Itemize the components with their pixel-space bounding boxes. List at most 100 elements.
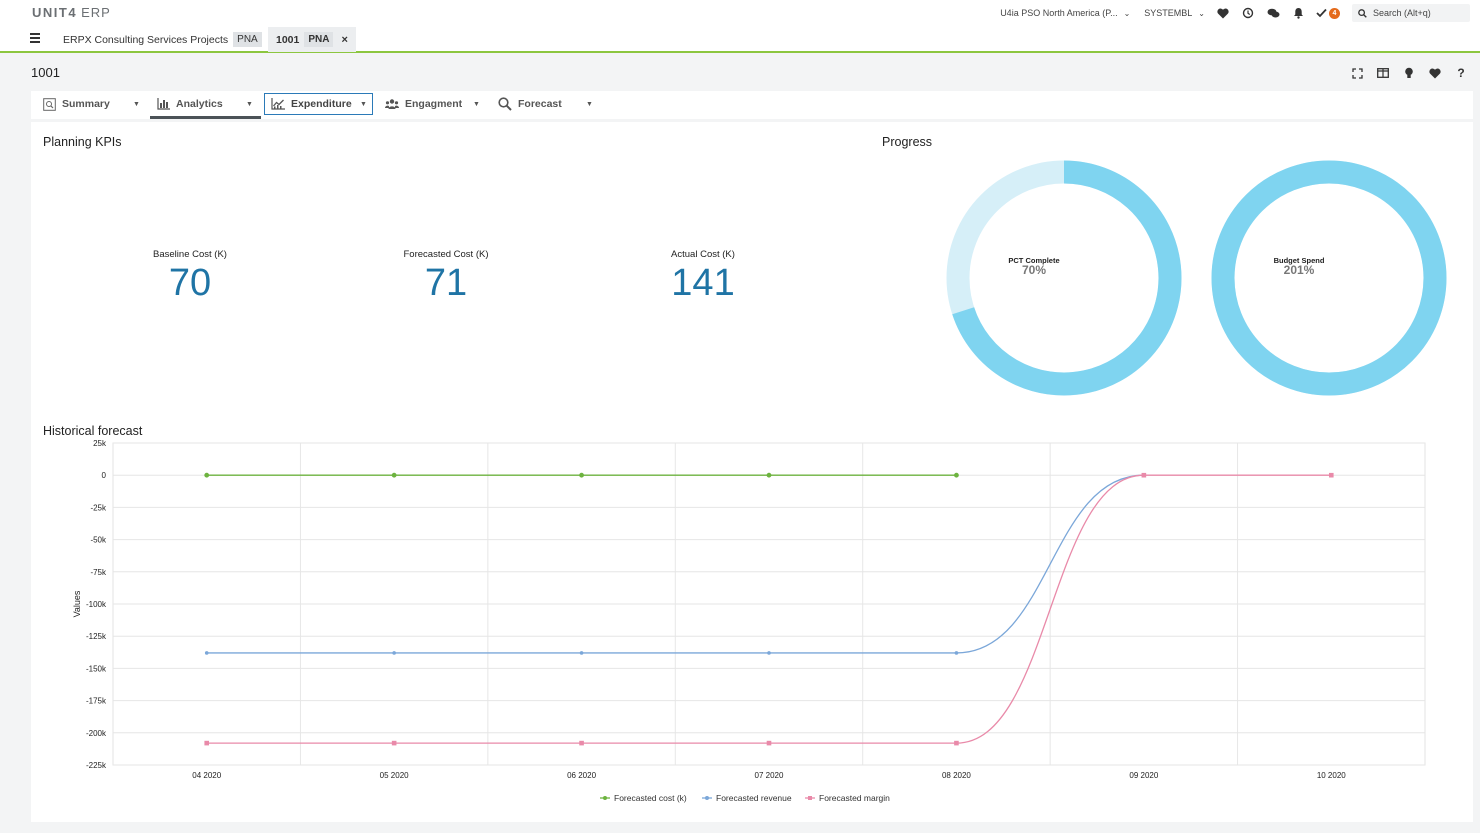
tab-analytics[interactable]: Analytics ▼ (157, 93, 253, 115)
legend-label: Forecasted margin (819, 793, 890, 803)
doc-tab-1001[interactable]: 1001 PNA × (268, 27, 356, 52)
donut-label-budget-spend: Budget Spend 201% (1229, 256, 1369, 276)
y-tick-label: 0 (102, 471, 107, 480)
lightbulb-icon[interactable] (1402, 66, 1416, 80)
x-tick-label: 08 2020 (942, 771, 971, 780)
donut-title: Budget Spend (1273, 256, 1325, 265)
tab-label: Engagment (405, 98, 463, 110)
data-point (954, 472, 959, 478)
donut-arc (1211, 160, 1447, 396)
dropdown-arrow-icon[interactable]: ▼ (360, 100, 367, 108)
kpi-value: 71 (424, 262, 468, 304)
favorites-icon[interactable] (1216, 6, 1230, 20)
notifications-icon[interactable] (1291, 6, 1305, 20)
legend-marker (705, 796, 709, 800)
data-point (579, 740, 584, 746)
legend-label: Forecasted revenue (716, 793, 792, 803)
tab-forecast[interactable]: Forecast ▼ (498, 93, 593, 115)
dropdown-arrow-icon[interactable]: ▼ (133, 100, 140, 108)
dropdown-arrow-icon[interactable]: ▼ (473, 100, 480, 108)
data-point (204, 472, 210, 478)
fullscreen-icon[interactable] (1350, 66, 1364, 80)
dropdown-arrow-icon[interactable]: ▼ (246, 100, 253, 108)
company-selector[interactable]: U4ia PSO North America (P... ⌄ (1000, 8, 1130, 18)
doc-tab-badge: PNA (233, 32, 262, 47)
history-icon[interactable] (1241, 6, 1255, 20)
hamburger-menu-icon[interactable] (30, 33, 40, 43)
x-tick-label: 07 2020 (755, 771, 784, 780)
people-icon (385, 98, 399, 110)
search-placeholder: Search (Alt+q) (1373, 8, 1431, 18)
kpi-value: 141 (671, 262, 735, 304)
kpi-value: 70 (168, 262, 212, 304)
brand-name: UNIT4 (32, 5, 78, 20)
tab-engagment[interactable]: Engagment ▼ (385, 93, 480, 115)
summary-icon (43, 97, 56, 111)
x-tick-label: 06 2020 (567, 771, 596, 780)
data-point (391, 740, 397, 746)
chevron-down-icon: ⌄ (1123, 8, 1131, 18)
data-point (579, 651, 584, 655)
user-menu[interactable]: SYSTEMBL ⌄ (1144, 8, 1205, 18)
y-tick-label: -225k (86, 761, 107, 770)
kpi-forecasted-cost: Forecasted Cost (K) 71 (346, 249, 546, 305)
kpi-baseline-cost: Baseline Cost (K) 70 (90, 249, 290, 305)
legend-marker (808, 796, 812, 800)
dropdown-arrow-icon[interactable]: ▼ (586, 100, 593, 108)
search-icon (498, 97, 512, 111)
chat-icon[interactable] (1266, 6, 1280, 20)
favorite-icon[interactable] (1428, 66, 1442, 80)
help-icon[interactable]: ? (1457, 66, 1465, 80)
donut-label-pct-complete: PCT Complete 70% (964, 256, 1104, 277)
tab-label: Forecast (518, 98, 562, 110)
data-point (204, 651, 209, 655)
data-point (954, 740, 959, 746)
historical-forecast-title: Historical forecast (43, 424, 143, 438)
doc-tab-badge: PNA (304, 32, 334, 47)
y-tick-label: -100k (86, 600, 107, 609)
doc-tab-projects[interactable]: ERPX Consulting Services Projects PNA × (55, 27, 284, 52)
x-tick-label: 04 2020 (192, 771, 221, 780)
global-search-input[interactable]: Search (Alt+q) (1352, 4, 1470, 22)
line-chart-icon (271, 98, 285, 110)
y-tick-label: 25k (93, 439, 107, 448)
doc-tab-label: ERPX Consulting Services Projects (63, 33, 229, 46)
progress-title: Progress (882, 135, 933, 149)
y-tick-label: -125k (86, 632, 107, 641)
app-logo[interactable]: UNIT4 ERP (32, 5, 111, 20)
tab-label: Expenditure (291, 98, 352, 110)
series-line (206, 474, 1332, 744)
data-point (579, 472, 584, 478)
y-tick-label: -75k (90, 568, 107, 577)
active-tab-indicator (150, 116, 261, 119)
donut-title: PCT Complete (1008, 256, 1060, 265)
tasks-icon[interactable]: 4 (1316, 6, 1340, 20)
bar-chart-icon (157, 98, 170, 110)
y-tick-label: -150k (86, 664, 107, 673)
x-tick-label: 05 2020 (380, 771, 409, 780)
data-point (954, 651, 959, 655)
historical-forecast-chart: 25k 0 -25k -50k -75k -100k -125k -150k -175k -200… (72, 439, 1426, 803)
y-tick-label: -200k (86, 729, 107, 738)
tool-tab-bar: Summary ▼ Analytics ▼ Expenditure ▼ Enga… (31, 91, 1473, 119)
progress-donuts (946, 160, 1447, 396)
x-tick-label: 09 2020 (1129, 771, 1158, 780)
page-actions: ? (1338, 66, 1468, 80)
data-point (1328, 472, 1334, 478)
data-point (767, 651, 771, 655)
close-icon[interactable]: × (341, 33, 348, 46)
donut-arc (952, 160, 1182, 396)
tab-summary[interactable]: Summary ▼ (43, 93, 140, 115)
tab-expenditure[interactable]: Expenditure ▼ (264, 93, 373, 115)
dashboard-panel: Planning KPIs Baseline Cost (K) 70 Forec… (31, 122, 1473, 822)
legend-marker (603, 796, 607, 800)
company-name: U4ia PSO North America (P... (1000, 8, 1118, 18)
data-point (392, 651, 396, 655)
tasks-count-badge: 4 (1329, 7, 1340, 19)
doc-tab-label: 1001 (276, 33, 300, 46)
data-point (204, 740, 210, 746)
donut-value: 70% (1021, 263, 1047, 277)
split-view-icon[interactable] (1376, 66, 1390, 80)
y-tick-label: -25k (90, 503, 107, 512)
data-point (766, 472, 772, 478)
